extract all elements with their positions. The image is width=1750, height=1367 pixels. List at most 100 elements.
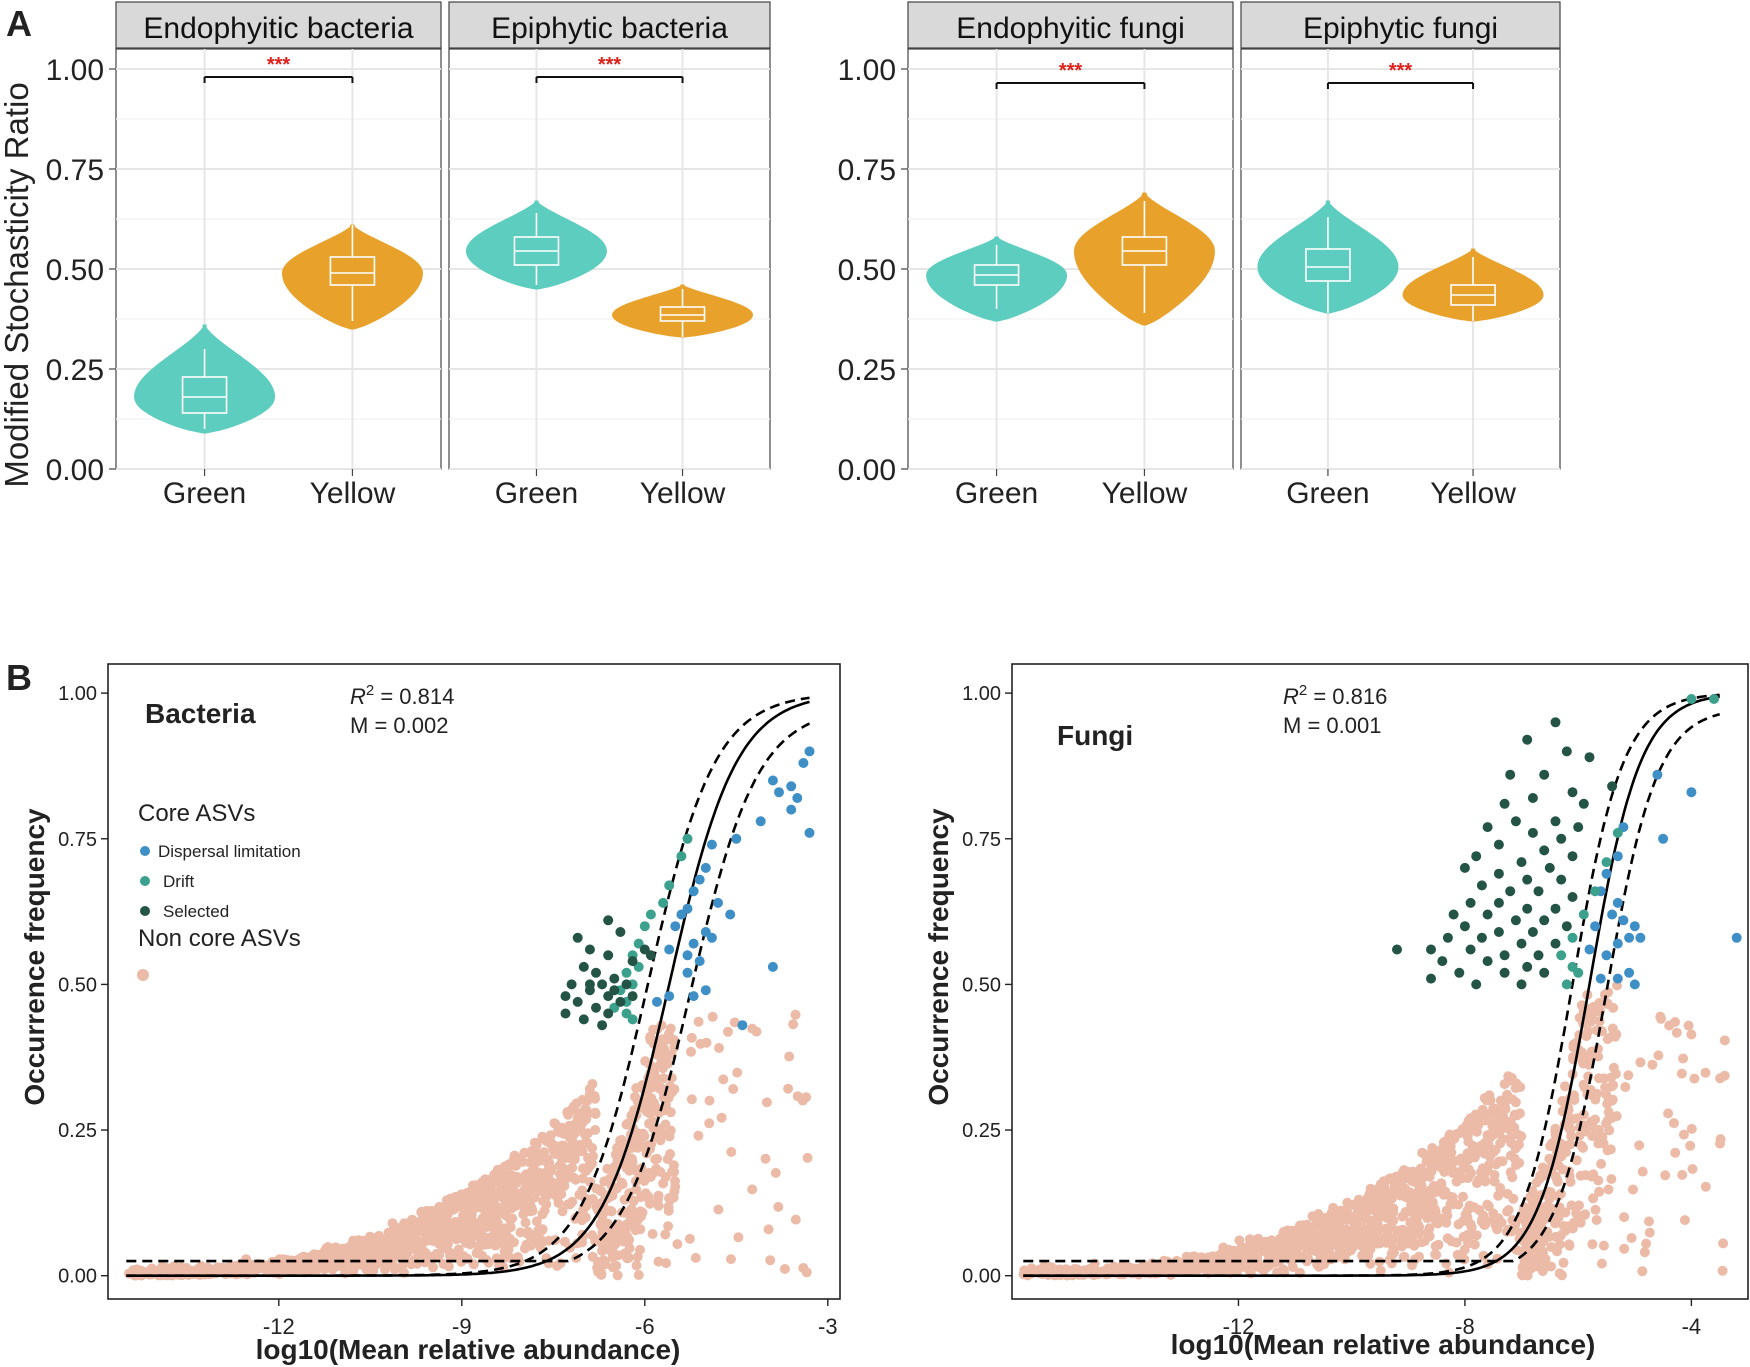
box-yellow [659,306,706,322]
fungi-point-non-core [1320,1227,1331,1238]
bacteria-point-selected [603,950,614,961]
fungi-point-non-core [1425,1189,1436,1200]
bacteria-point-non-core [655,1135,666,1146]
bacteria-point-selected [572,996,583,1007]
bacteria-point-non-core [770,1167,781,1178]
bacteria-point-non-core [537,1180,548,1191]
fungi-m-label: M = 0.001 [1283,713,1381,738]
fungi-point-non-core [1416,1167,1427,1178]
fungi-point-dispersal-limitation [1624,932,1635,943]
bacteria-point-non-core [630,1225,641,1236]
fungi-point-selected [1482,822,1493,833]
fungi-point-selected [1550,938,1561,949]
fungi-point-non-core [1513,1139,1524,1150]
fungi-point-selected [1522,734,1533,745]
x-tick-label-yellow: Yellow [1430,477,1516,510]
box-green [1305,248,1351,282]
fungi-point-non-core [1576,1140,1587,1151]
bacteria-x-tick-label-2: -6 [635,1314,655,1339]
bacteria-point-dispersal-limitation [706,839,717,850]
bacteria-point-selected [597,1020,608,1031]
bacteria-point-non-core [661,1258,672,1269]
fungi-point-non-core [1391,1171,1402,1182]
fungi-point-dispersal-limitation [1584,944,1595,955]
fungi-point-non-core [1318,1214,1329,1225]
bacteria-point-selected [609,985,620,996]
fungi-point-non-core [1108,1263,1119,1274]
y-tick-label-1: 0.25 [46,354,104,387]
bacteria-point-non-core [414,1236,425,1247]
bacteria-point-non-core [313,1263,323,1274]
bacteria-point-dispersal-limitation [767,961,778,972]
fungi-point-non-core [1700,1181,1711,1192]
fungi-point-non-core [1552,1176,1563,1187]
fungi-point-dispersal-limitation [1731,932,1742,943]
bacteria-point-non-core [658,1063,668,1074]
fungi-point-non-core [1489,1124,1500,1135]
fungi-point-non-core [1430,1241,1441,1252]
fungi-point-non-core [1375,1265,1386,1276]
bacteria-point-non-core [396,1233,407,1244]
fungi-point-non-core [1458,1191,1468,1202]
fungi-point-selected [1550,717,1561,728]
bacteria-x-tick-label-0: -12 [263,1314,295,1339]
fungi-point-non-core [1671,1027,1682,1038]
bacteria-point-selected [597,979,608,990]
bacteria-point-drift [621,967,632,978]
fungi-point-non-core [1663,1108,1674,1119]
fungi-point-non-core [1599,989,1610,1000]
bacteria-point-non-core [588,1151,598,1162]
fungi-point-selected [1573,822,1584,833]
fungi-point-non-core [1410,1239,1421,1250]
fungi-point-non-core [1466,1222,1477,1233]
fungi-point-non-core [1444,1129,1455,1140]
bacteria-point-dispersal-limitation [700,862,711,873]
fungi-point-dispersal-limitation [1612,897,1623,908]
fungi-point-non-core [1463,1238,1474,1249]
fungi-point-non-core [1641,1238,1652,1249]
fungi-point-non-core [1542,1261,1552,1272]
bacteria-y-tick-label-3: 0.75 [58,829,97,851]
bacteria-point-selected [591,967,601,978]
bacteria-point-dispersal-limitation [700,985,711,996]
fungi-point-selected [1471,851,1482,862]
bacteria-point-dispersal-limitation [664,944,675,955]
bacteria-point-selected [627,991,638,1002]
bacteria-point-non-core [567,1162,578,1173]
fungi-point-drift [1590,886,1601,897]
bacteria-point-non-core [663,1028,674,1039]
fungi-point-non-core [1436,1145,1446,1156]
fungi-point-non-core [1251,1237,1262,1247]
fungi-point-selected [1499,798,1510,809]
bacteria-point-non-core [609,1238,620,1249]
bacteria-point-non-core [784,1051,795,1062]
y-tick-label-4: 1.00 [46,54,104,87]
fungi-point-non-core [1044,1266,1055,1277]
fungi-point-non-core [1421,1156,1432,1167]
fungi-point-non-core [1678,1129,1689,1140]
fungi-point-non-core [1587,1131,1598,1142]
bacteria-point-non-core [493,1175,504,1186]
significance-stars: *** [267,54,291,76]
bacteria-point-non-core [790,1009,801,1020]
fungi-point-non-core [1538,1236,1549,1247]
fungi-point-non-core [1380,1223,1391,1234]
fungi-point-non-core [1593,1124,1604,1135]
fungi-point-non-core [1252,1250,1262,1261]
fungi-point-non-core [1371,1200,1382,1211]
bacteria-point-non-core [663,1221,674,1232]
fungi-point-non-core [1596,1258,1607,1269]
bacteria-point-dispersal-limitation [688,991,699,1002]
fungi-point-non-core [1436,1178,1447,1189]
fungi-point-non-core [1307,1235,1318,1246]
fungi-point-selected [1426,944,1436,955]
bacteria-point-non-core [649,1068,660,1079]
bacteria-point-non-core [428,1218,439,1229]
fungi-point-selected [1567,787,1578,798]
fungi-point-dispersal-limitation [1590,921,1601,932]
bacteria-point-non-core [663,1201,674,1212]
bacteria-point-non-core [480,1174,491,1185]
fungi-y-tick-label-0: 0.00 [962,1266,1001,1288]
bacteria-point-dispersal-limitation [670,921,681,932]
fungi-point-non-core [1555,1188,1566,1199]
